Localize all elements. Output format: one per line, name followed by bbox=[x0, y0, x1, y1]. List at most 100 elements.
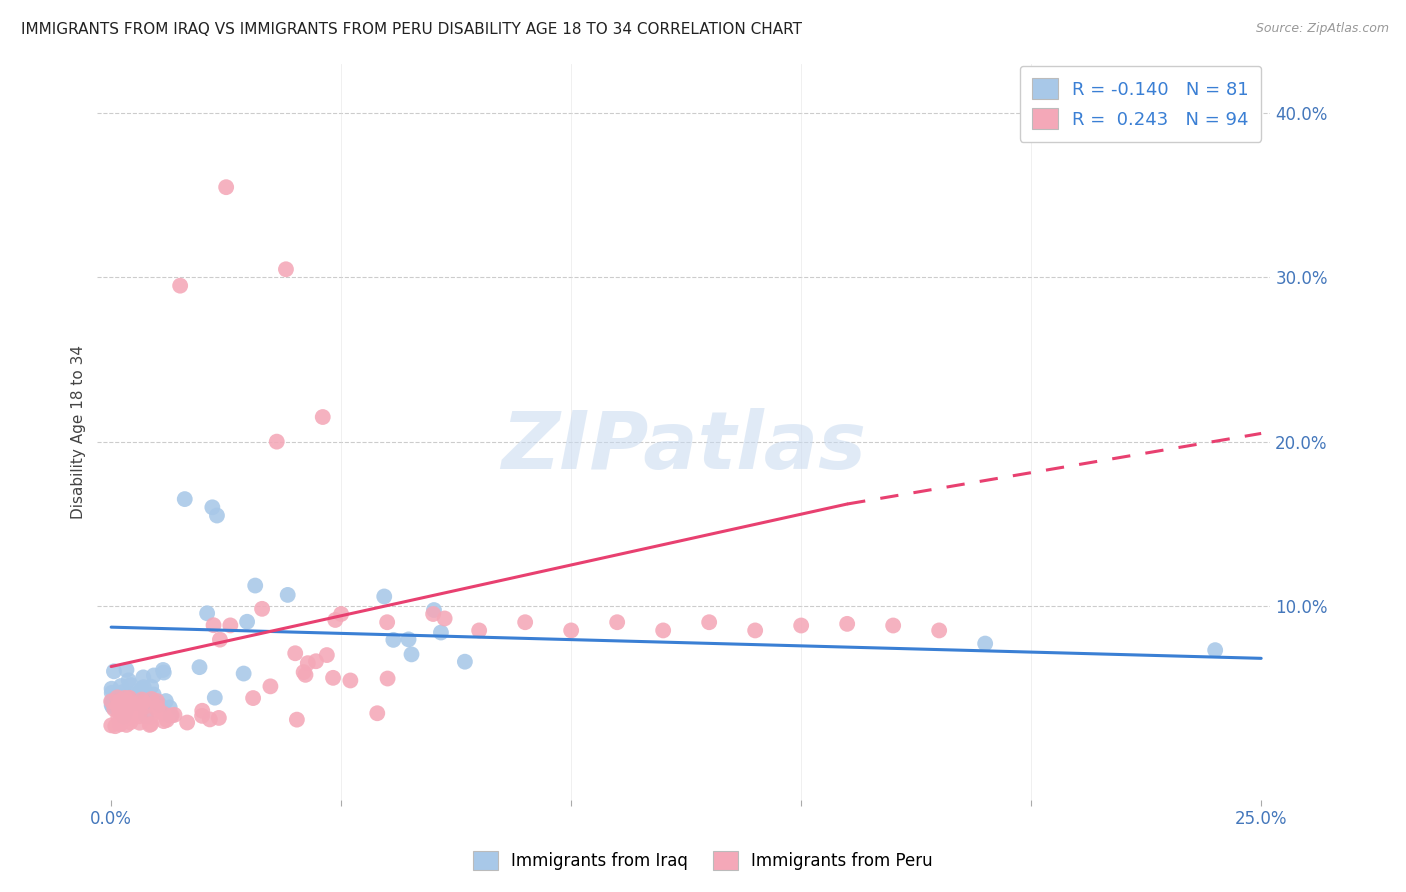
Point bbox=[115, 718, 138, 732]
Point bbox=[377, 672, 399, 686]
Point bbox=[108, 702, 131, 716]
Text: Source: ZipAtlas.com: Source: ZipAtlas.com bbox=[1256, 22, 1389, 36]
Point bbox=[100, 718, 122, 732]
Point bbox=[112, 709, 135, 723]
Point bbox=[148, 698, 170, 712]
Point bbox=[202, 618, 225, 632]
Point bbox=[129, 693, 152, 707]
Point bbox=[117, 703, 139, 717]
Point bbox=[1204, 643, 1226, 657]
Point bbox=[382, 632, 405, 647]
Point bbox=[100, 694, 122, 708]
Point bbox=[204, 690, 226, 705]
Point bbox=[115, 701, 138, 715]
Point bbox=[107, 700, 129, 714]
Point bbox=[146, 700, 169, 714]
Point bbox=[110, 717, 132, 731]
Point bbox=[142, 694, 165, 708]
Point bbox=[208, 632, 231, 647]
Point bbox=[114, 693, 136, 707]
Point bbox=[110, 715, 132, 730]
Point bbox=[152, 663, 174, 677]
Point bbox=[141, 680, 163, 694]
Y-axis label: Disability Age 18 to 34: Disability Age 18 to 34 bbox=[72, 345, 86, 519]
Point bbox=[105, 698, 128, 713]
Point bbox=[134, 694, 156, 708]
Point bbox=[132, 680, 155, 694]
Point bbox=[115, 663, 138, 677]
Point bbox=[219, 618, 242, 632]
Point bbox=[146, 694, 169, 708]
Point bbox=[118, 690, 141, 705]
Point bbox=[188, 660, 211, 674]
Point bbox=[142, 668, 165, 682]
Point bbox=[159, 700, 181, 714]
Point bbox=[606, 615, 628, 630]
Point bbox=[120, 688, 142, 702]
Point bbox=[105, 693, 128, 707]
Point bbox=[215, 180, 238, 194]
Text: IMMIGRANTS FROM IRAQ VS IMMIGRANTS FROM PERU DISABILITY AGE 18 TO 34 CORRELATION: IMMIGRANTS FROM IRAQ VS IMMIGRANTS FROM … bbox=[21, 22, 801, 37]
Point bbox=[114, 706, 136, 720]
Point bbox=[107, 689, 129, 703]
Point bbox=[250, 602, 273, 616]
Point bbox=[284, 646, 307, 660]
Point bbox=[974, 636, 997, 650]
Point bbox=[322, 671, 344, 685]
Point bbox=[266, 434, 288, 449]
Point bbox=[110, 702, 132, 716]
Point bbox=[285, 713, 308, 727]
Point bbox=[208, 711, 231, 725]
Point bbox=[111, 704, 134, 718]
Point bbox=[195, 607, 218, 621]
Point bbox=[454, 655, 477, 669]
Point bbox=[928, 624, 950, 638]
Point bbox=[468, 624, 491, 638]
Point bbox=[112, 695, 135, 709]
Point bbox=[112, 692, 135, 706]
Point bbox=[127, 701, 149, 715]
Point bbox=[105, 697, 128, 711]
Point bbox=[132, 695, 155, 709]
Point bbox=[366, 706, 388, 721]
Point bbox=[135, 709, 157, 723]
Point bbox=[112, 693, 135, 707]
Point bbox=[129, 685, 152, 699]
Point bbox=[105, 690, 128, 705]
Point bbox=[339, 673, 361, 688]
Point bbox=[191, 709, 214, 723]
Point bbox=[398, 632, 420, 647]
Point bbox=[294, 668, 316, 682]
Point bbox=[312, 410, 335, 425]
Point bbox=[373, 590, 395, 604]
Point bbox=[100, 695, 122, 709]
Point bbox=[120, 678, 142, 692]
Point bbox=[169, 278, 191, 293]
Point bbox=[111, 685, 134, 699]
Point bbox=[159, 708, 181, 723]
Point bbox=[134, 699, 156, 714]
Point bbox=[198, 713, 221, 727]
Point bbox=[110, 679, 132, 693]
Point bbox=[124, 695, 146, 709]
Point bbox=[515, 615, 537, 630]
Point bbox=[129, 699, 152, 714]
Point bbox=[652, 624, 675, 638]
Point bbox=[124, 696, 146, 710]
Point bbox=[122, 692, 145, 706]
Point bbox=[422, 607, 444, 621]
Point bbox=[242, 691, 264, 706]
Point bbox=[139, 717, 162, 731]
Point bbox=[315, 648, 337, 662]
Point bbox=[205, 508, 228, 523]
Point bbox=[201, 500, 224, 515]
Point bbox=[744, 624, 766, 638]
Point bbox=[375, 615, 398, 630]
Point bbox=[173, 492, 195, 507]
Point bbox=[330, 607, 353, 621]
Point bbox=[274, 262, 297, 277]
Point bbox=[323, 613, 346, 627]
Point bbox=[117, 673, 139, 688]
Point bbox=[837, 616, 859, 631]
Point bbox=[134, 699, 156, 714]
